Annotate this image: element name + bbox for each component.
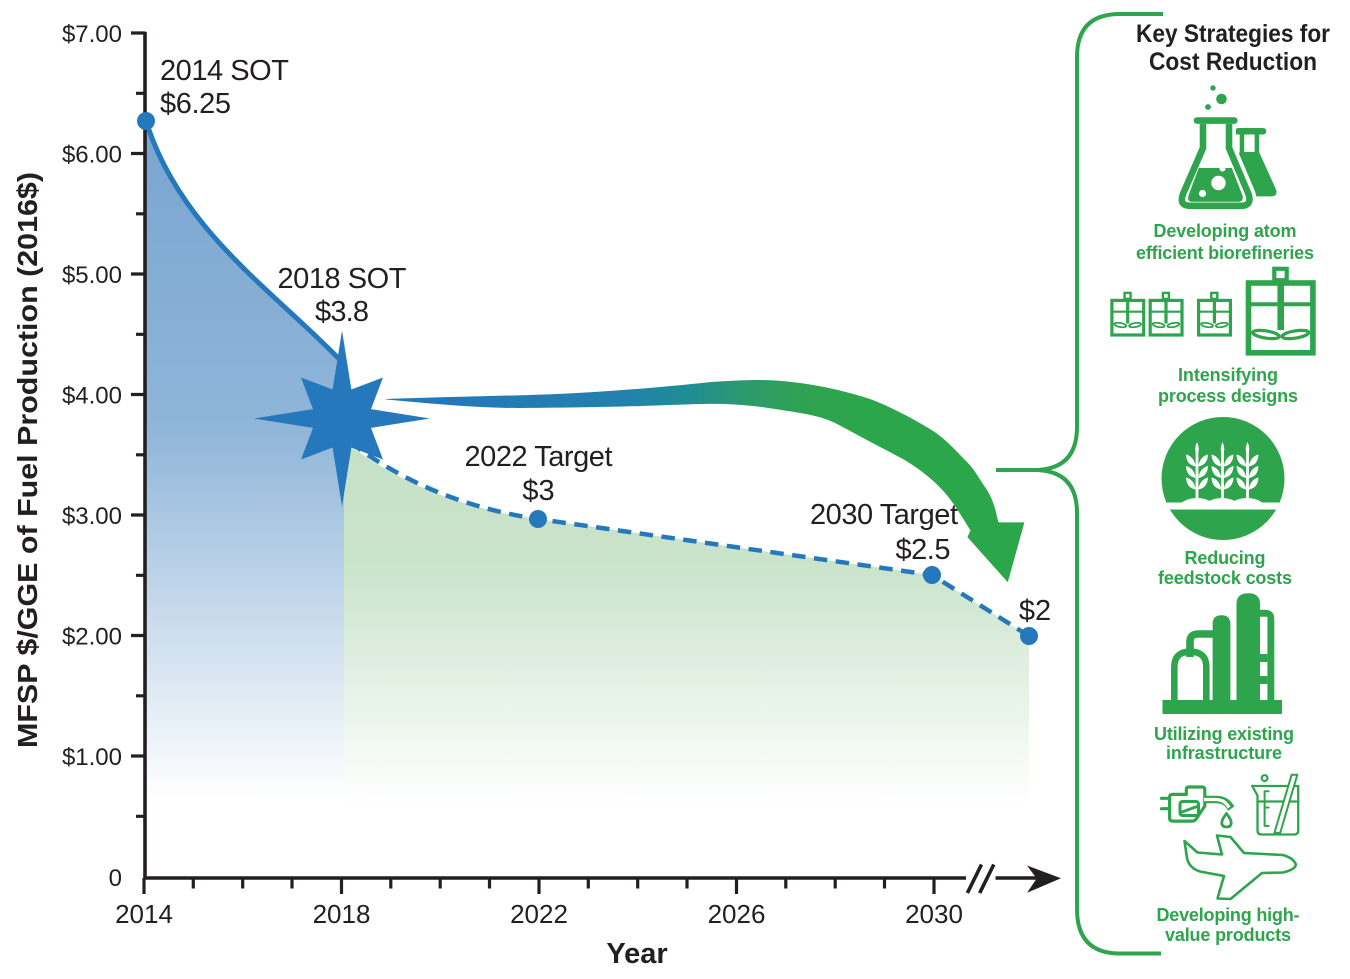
svg-text:feedstock costs: feedstock costs [1158, 568, 1292, 588]
svg-text:$3.8: $3.8 [315, 296, 369, 328]
svg-text:2014 SOT: 2014 SOT [160, 55, 289, 87]
svg-text:Year: Year [606, 938, 667, 970]
svg-text:Developing atom: Developing atom [1154, 221, 1297, 241]
svg-text:$3.00: $3.00 [62, 503, 122, 530]
svg-text:Reducing: Reducing [1185, 548, 1266, 568]
svg-text:2026: 2026 [708, 899, 766, 929]
svg-text:2030: 2030 [905, 899, 963, 929]
svg-text:$3: $3 [522, 475, 554, 507]
svg-text:$1.00: $1.00 [62, 744, 122, 771]
svg-text:MFSP $/GGE of Fuel Production: MFSP $/GGE of Fuel Production (2016$) [12, 172, 43, 748]
svg-text:$4.00: $4.00 [62, 383, 122, 410]
svg-text:Utilizing existing: Utilizing existing [1154, 724, 1294, 744]
svg-text:Developing high-: Developing high- [1157, 905, 1300, 925]
svg-text:2022 Target: 2022 Target [465, 441, 613, 473]
svg-text:value products: value products [1165, 925, 1291, 945]
svg-text:$2.00: $2.00 [62, 624, 122, 651]
svg-text:$7.00: $7.00 [62, 21, 122, 48]
svg-text:process designs: process designs [1158, 386, 1298, 406]
svg-text:Key Strategies for: Key Strategies for [1136, 20, 1330, 48]
svg-text:2018 SOT: 2018 SOT [278, 263, 407, 295]
svg-text:2030 Target: 2030 Target [810, 499, 958, 531]
svg-text:$6.00: $6.00 [62, 142, 122, 169]
svg-text:Intensifying: Intensifying [1178, 365, 1278, 385]
svg-text:$2.5: $2.5 [896, 534, 951, 566]
svg-text:$2: $2 [1019, 595, 1051, 627]
svg-text:Cost Reduction: Cost Reduction [1149, 48, 1317, 76]
svg-text:efficient biorefineries: efficient biorefineries [1136, 243, 1314, 263]
svg-text:$6.25: $6.25 [160, 88, 231, 120]
svg-text:2022: 2022 [510, 899, 568, 929]
svg-text:0: 0 [109, 865, 122, 892]
svg-text:infrastructure: infrastructure [1166, 743, 1282, 763]
svg-text:2014: 2014 [115, 899, 173, 929]
svg-text:2018: 2018 [313, 899, 371, 929]
svg-text:$5.00: $5.00 [62, 262, 122, 289]
